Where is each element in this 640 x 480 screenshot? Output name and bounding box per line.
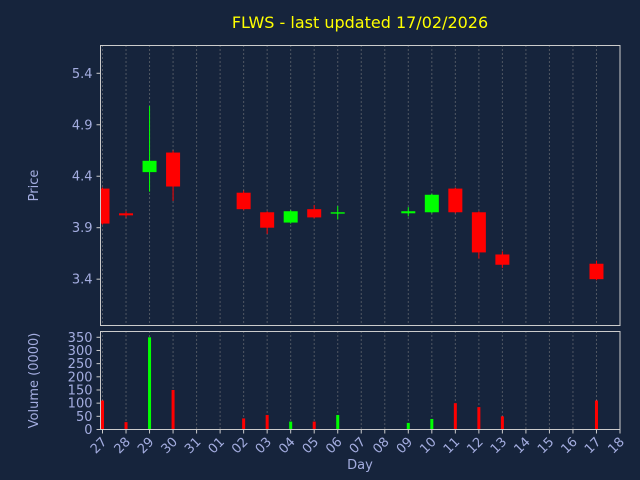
volume-tick-label: 50 (76, 410, 93, 425)
volume-tick-label: 200 (68, 370, 93, 385)
candle-body (401, 211, 416, 214)
volume-bar (477, 407, 481, 430)
volume-bar (312, 421, 316, 430)
volume-bar (430, 418, 434, 430)
candle-body (260, 212, 275, 228)
volume-bar (101, 400, 104, 430)
volume-tick-label: 250 (68, 357, 93, 372)
candle-body (236, 192, 251, 210)
candle-body (307, 209, 322, 218)
price-tick-label: 5.4 (72, 67, 93, 82)
price-panel-frame (100, 45, 621, 326)
volume-tick-label: 150 (68, 383, 93, 398)
volume-panel-frame (100, 331, 621, 430)
candle-body (142, 160, 157, 173)
candle-body (424, 194, 439, 213)
candle-body (100, 188, 110, 224)
volume-bar (594, 400, 598, 430)
volume-bar (406, 422, 410, 430)
candle-body (471, 212, 486, 253)
volume-bar (289, 421, 293, 430)
volume-bar (242, 418, 246, 430)
volume-bar (148, 337, 152, 430)
volume-bars (101, 337, 598, 430)
x-axis-label: Day (347, 458, 373, 473)
volume-bar (124, 422, 128, 430)
candle-body (166, 152, 181, 187)
price-tick-label: 3.4 (72, 273, 93, 288)
price-tick-label: 4.4 (72, 170, 93, 185)
chart-title: FLWS - last updated 17/02/2026 (232, 13, 488, 32)
candle-body (448, 188, 463, 213)
price-tick-label: 3.9 (72, 221, 93, 236)
volume-bar (265, 415, 269, 430)
candle-body (495, 254, 510, 265)
volume-bar (336, 415, 340, 430)
volume-axis-label: Volume (0000) (27, 333, 42, 429)
volume-tick-label: 0 (84, 423, 92, 438)
volume-bar (171, 389, 175, 430)
volume-tick-label: 100 (68, 397, 93, 412)
volume-tick-label: 300 (68, 344, 93, 359)
candle-body (589, 263, 604, 280)
volume-tick-label: 350 (68, 331, 93, 346)
candle-body (330, 212, 345, 214)
price-tick-label: 4.9 (72, 118, 93, 133)
candle-body (119, 213, 134, 216)
candle-body (283, 211, 298, 223)
price-axis-label: Price (27, 170, 42, 202)
candlesticks (100, 106, 604, 281)
volume-bar (500, 416, 504, 430)
volume-bar (453, 403, 457, 430)
